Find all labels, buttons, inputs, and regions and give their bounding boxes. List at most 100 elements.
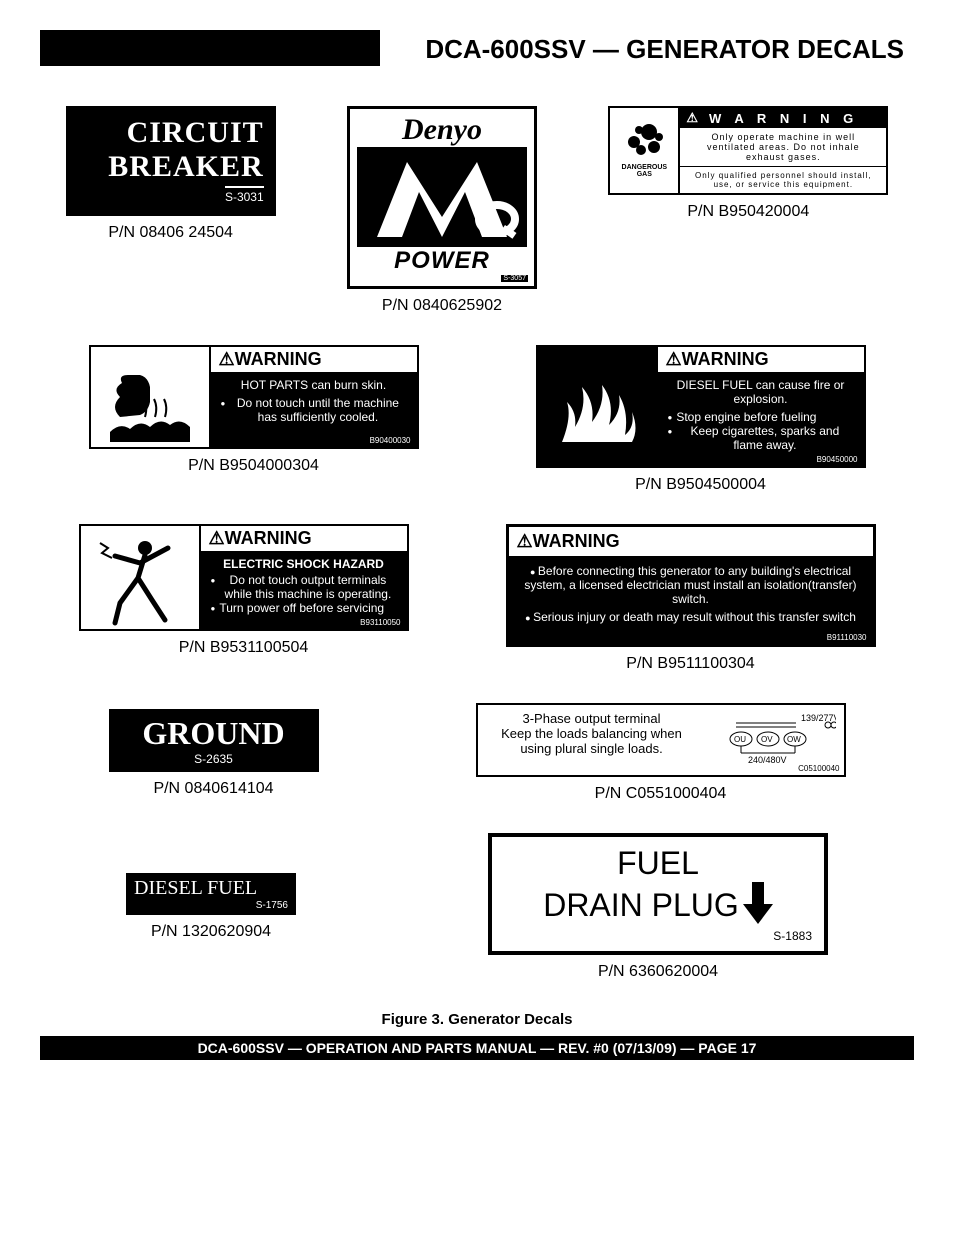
circuit-breaker-line2: BREAKER [78,150,264,184]
gas-warning-pictogram: DANGEROUS GAS [610,108,680,193]
shock-sub: ELECTRIC SHOCK HAZARD [211,557,397,571]
warning-triangle-icon: ⚠ [209,528,225,549]
decal-row-1: CIRCUIT BREAKER S-3031 P/N 08406 24504 D… [40,106,914,315]
hot-parts-sub: HOT PARTS can burn skin. [221,378,407,392]
denyo-pn: P/N 0840625902 [347,297,537,315]
figure-caption: Figure 3. Generator Decals [40,1011,914,1028]
diesel-pn: P/N 1320620904 [126,923,296,941]
diesel-warning-pictogram [538,347,658,466]
down-arrow-icon [743,882,773,929]
gas-warning-decal: DANGEROUS GAS ⚠ W A R N I N G Only opera… [608,106,888,195]
shock-pictogram [81,526,201,629]
ground-l1: GROUND [115,715,313,752]
ground-sn: S-2635 [115,752,313,766]
gas-warning-header: ⚠ W A R N I N G [680,108,886,128]
hot-parts-sn: B90400030 [370,436,411,445]
warning-triangle-icon: ⚠ [219,349,235,370]
circuit-breaker-pn: P/N 08406 24504 [66,224,276,242]
diesel-l1: DIESEL FUEL [134,877,257,899]
circuit-breaker-line1: CIRCUIT [78,116,264,150]
transfer-header: ⚠ WARNING [509,527,873,556]
svg-text:240/480V: 240/480V [748,755,787,765]
denyo-sn: S-3057 [501,275,528,282]
fuel-drain-decal: FUEL DRAIN PLUG S-1883 [488,833,828,955]
diesel-warning-decal: ⚠ WARNING DIESEL FUEL can cause fire or … [536,345,866,468]
transfer-decal: ⚠ WARNING Before connecting this generat… [506,524,876,647]
shock-header-text: WARNING [225,528,312,549]
phase-diagram-icon: 139/277V OU OV OW 240/480V [706,711,836,769]
transfer-header-text: WARNING [533,531,620,552]
transfer-block: ⚠ WARNING Before connecting this generat… [506,524,876,673]
transfer-sn: B91110030 [827,633,867,642]
svg-text:OW: OW [787,735,801,744]
hot-parts-pn: P/N B9504000304 [89,457,419,475]
warning-triangle-icon: ⚠ [517,531,533,552]
svg-text:OU: OU [734,735,746,744]
shock-decal: ⚠ WARNING ELECTRIC SHOCK HAZARD Do not t… [79,524,409,631]
diesel-block: DIESEL FUEL S-1756 P/N 1320620904 [126,873,296,941]
circuit-breaker-sn: S-3031 [225,186,264,204]
shock-block: ⚠ WARNING ELECTRIC SHOCK HAZARD Do not t… [79,524,409,657]
shock-header: ⚠ WARNING [201,526,407,551]
shock-b1: Do not touch output terminals while this… [211,573,397,601]
transfer-b2: Serious injury or death may result witho… [521,610,861,624]
decal-row-2: ⚠ WARNING HOT PARTS can burn skin. Do no… [40,345,914,494]
ground-block: GROUND S-2635 P/N 0840614104 [109,709,319,798]
phase-pn: P/N C0551000404 [476,785,846,803]
hot-parts-block: ⚠ WARNING HOT PARTS can burn skin. Do no… [89,345,419,475]
gas-warning-header-text: W A R N I N G [709,111,858,126]
gas-warning-block: DANGEROUS GAS ⚠ W A R N I N G Only opera… [608,106,888,221]
shock-pn: P/N B9531100504 [79,639,409,657]
page-title: DCA-600SSV — GENERATOR DECALS [380,30,914,66]
hot-parts-header: ⚠ WARNING [211,347,417,372]
denyo-decal: Denyo POWER S-3057 [347,106,537,289]
decal-row-4: GROUND S-2635 P/N 0840614104 3-Phase out… [40,703,914,803]
hot-parts-pictogram [91,347,211,447]
denyo-brand: Denyo [402,113,482,147]
diesel-warning-header: ⚠ WARNING [658,347,864,372]
transfer-b1: Before connecting this generator to any … [521,564,861,606]
hot-parts-decal: ⚠ WARNING HOT PARTS can burn skin. Do no… [89,345,419,449]
circuit-breaker-decal: CIRCUIT BREAKER S-3031 [66,106,276,216]
gas-warning-pn: P/N B950420004 [608,203,888,221]
hot-parts-header-text: WARNING [235,349,322,370]
svg-text:OV: OV [761,735,773,744]
diesel-warning-b1: Stop engine before fueling [668,410,854,424]
mq-logo-icon [357,147,527,247]
denyo-power: POWER [394,247,490,275]
transfer-pn: P/N B9511100304 [506,655,876,673]
decal-row-5: DIESEL FUEL S-1756 P/N 1320620904 FUEL D… [40,833,914,981]
ground-pn: P/N 0840614104 [109,780,319,798]
diesel-warning-header-text: WARNING [682,349,769,370]
warning-triangle-icon: ⚠ [666,349,682,370]
fuel-drain-pn: P/N 6360620004 [488,963,828,981]
denyo-block: Denyo POWER S-3057 P/N 0840625902 [347,106,537,315]
page-header: DCA-600SSV — GENERATOR DECALS [40,30,914,66]
diesel-warning-sub: DIESEL FUEL can cause fire or explosion. [668,378,854,406]
gas-warning-foot: Only qualified personnel should install,… [680,166,886,193]
gas-warning-label: DANGEROUS GAS [614,164,674,178]
fuel-drain-l2: DRAIN PLUG [543,887,739,924]
phase-block: 3-Phase output terminal Keep the loads b… [476,703,846,803]
phase-text: 3-Phase output terminal Keep the loads b… [486,711,698,769]
page-footer: DCA-600SSV — OPERATION AND PARTS MANUAL … [40,1036,914,1060]
diesel-warning-block: ⚠ WARNING DIESEL FUEL can cause fire or … [536,345,866,494]
fuel-drain-l1: FUEL [504,845,812,882]
phase-v1: 139/277V [801,713,836,723]
circuit-breaker-block: CIRCUIT BREAKER S-3031 P/N 08406 24504 [66,106,276,242]
shock-b2: Turn power off before servicing [211,601,397,615]
diesel-warning-sn: B90450000 [817,455,858,464]
ground-decal: GROUND S-2635 [109,709,319,772]
phase-decal: 3-Phase output terminal Keep the loads b… [476,703,846,777]
decal-row-3: ⚠ WARNING ELECTRIC SHOCK HAZARD Do not t… [40,524,914,673]
fuel-drain-block: FUEL DRAIN PLUG S-1883 P/N 6360620004 [488,833,828,981]
diesel-decal: DIESEL FUEL S-1756 [126,873,296,915]
diesel-warning-b2: Keep cigarettes, sparks and flame away. [668,424,854,452]
hot-parts-bullet: Do not touch until the machine has suffi… [221,396,407,424]
header-black-box [40,30,380,66]
diesel-sn: S-1756 [134,900,288,911]
gas-warning-body: Only operate machine in well ventilated … [680,128,886,166]
phase-sn: C05100040 [798,764,839,773]
diesel-warning-pn: P/N B9504500004 [536,476,866,494]
fuel-drain-sn: S-1883 [504,929,812,943]
